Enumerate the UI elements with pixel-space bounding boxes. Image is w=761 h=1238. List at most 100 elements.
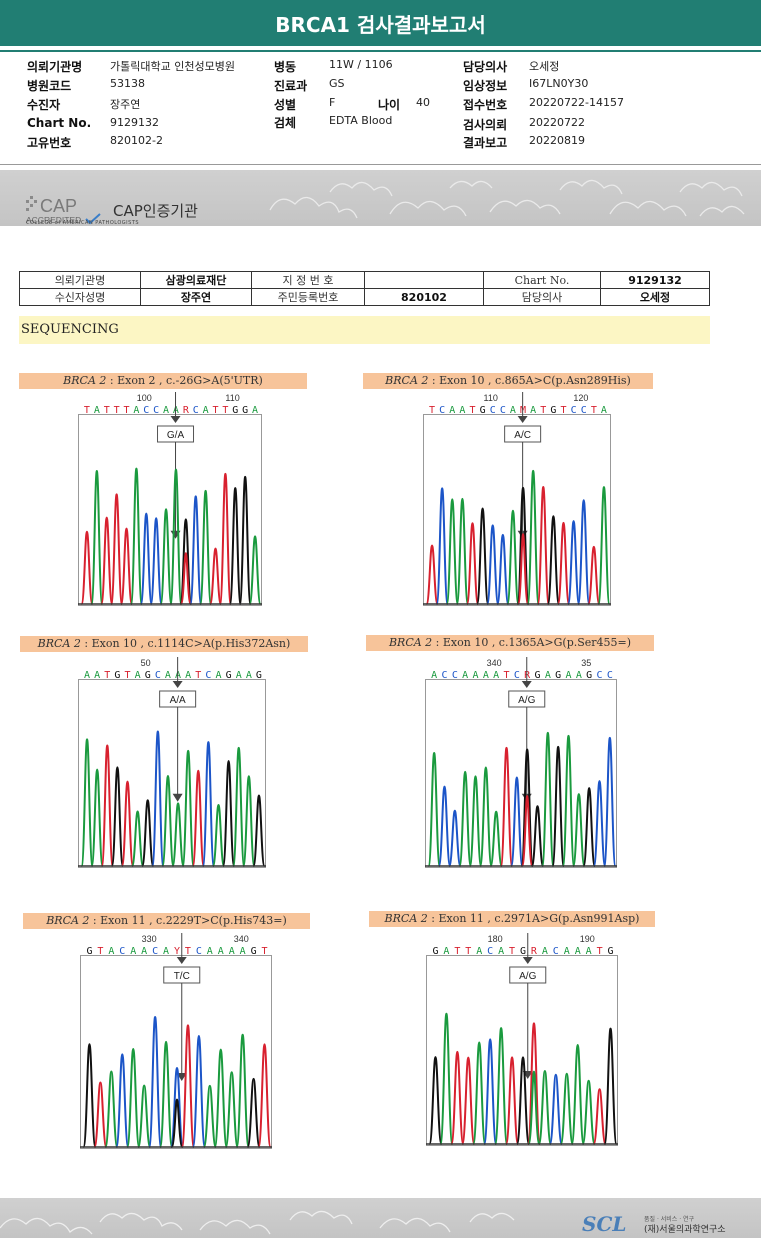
base-call: A [431,670,437,681]
base-call: T [104,670,110,681]
trace-peak [170,1098,184,1148]
base-call: C [143,405,149,416]
report-header: 의뢰기관명 가톨릭대학교 인천성모병원 병원코드 53138 수진자 장주연 C… [0,54,761,154]
header-value: 오세정 [529,60,560,73]
chromatogram-frame [426,955,618,1146]
base-call: G [114,670,120,681]
header-value: I67LN0Y30 [529,77,589,90]
trace-peak [131,810,145,867]
base-call: R [183,405,190,416]
base-call: A [483,670,489,681]
table-cell: 820102 [364,288,484,306]
trace-peak [505,1056,520,1145]
trace-peak [218,472,232,605]
base-call: G [480,405,486,416]
variant-label: BRCA 2 : Exon 11 , c.2229T>C(p.His743=) [23,913,310,929]
footer-banner [0,1198,761,1238]
base-call: A [135,670,141,681]
trace-peak [570,1044,585,1145]
header-label: 고유번호 [27,136,72,150]
base-call: A [542,946,548,957]
base-call: C [441,670,447,681]
trace-peak [211,803,226,867]
arrow-down-icon [170,416,181,423]
base-call: T [185,946,191,957]
header-label: 검체 [274,116,297,130]
base-call: T [123,405,129,416]
base-call: G [86,946,92,957]
base-call: T [454,946,460,957]
variant-desc: : Exon 11 , c.2971A>G(p.Asn991Asp) [427,912,640,925]
position-number: 50 [141,658,151,668]
trace-peak [169,1066,185,1148]
trace-peak [592,780,607,867]
trace-peak [526,1022,541,1145]
cloud-pattern [0,1210,515,1235]
trace-peak [476,507,490,605]
base-call: G [550,405,556,416]
chromatogram-panel: 50AATGTAGCAAATCAGAAGA/A [78,655,266,868]
base-call: A [449,405,455,416]
base-call: A [459,405,465,416]
arrow-down-icon [517,416,528,423]
trace-peak [115,1053,130,1148]
header-label: Chart No. [27,116,92,130]
cap-college-text: COLLEGE of AMERICAN PATHOLOGISTS [26,220,140,226]
trace-peak [228,487,242,605]
chromatogram-panel: 100110TATTTACCAARCATTGGAG/A [78,390,262,606]
position-number: 110 [225,393,239,403]
trace-peak [104,1070,119,1148]
trace-peak [126,1047,141,1148]
header-label: 성별 [274,98,297,112]
base-call: A [163,405,169,416]
base-call: C [487,946,493,957]
trace-peak [199,489,213,605]
header-label: 접수번호 [463,98,508,112]
header-label: 결과보고 [463,136,508,150]
header-value: 53138 [110,77,145,90]
trace-peak [191,769,205,867]
trace-peak [428,1056,443,1145]
table-row: 수신자성명 장주연 주민등록번호 820102 담당의사 오세정 [19,288,710,306]
genotype-label: A/C [514,430,531,441]
variant-label: BRCA 2 : Exon 11 , c.2971A>G(p.Asn991Asp… [369,911,655,927]
trace-peak [526,469,540,605]
base-call: T [124,670,130,681]
trace-peak [587,545,601,605]
base-call: A [141,946,147,957]
sequencing-section-bar: SEQUENCING [19,316,710,344]
trace-peak [159,508,173,605]
trace-peak [189,495,203,605]
base-call: C [490,405,496,416]
table-cell: 9129132 [600,271,710,289]
trace-peak [537,1069,552,1145]
trace-peak [80,738,94,867]
base-call: A [185,670,191,681]
table-cell: Chart No. [483,271,601,289]
base-call: C [205,670,211,681]
header-value: GS [329,77,345,90]
trace-peak [465,522,480,605]
base-call: T [262,946,268,957]
header-label: 담당의사 [463,60,508,74]
base-call: A [575,946,581,957]
base-call: C [596,670,602,681]
base-call: R [531,946,538,957]
base-call: A [601,405,607,416]
trace-peak [521,795,534,867]
gene-name: BRCA 2 [388,636,433,649]
trace-peak [141,799,155,867]
trace-peak [450,1050,465,1145]
base-call: A [229,946,235,957]
table-cell [364,271,484,289]
cap-logo-text: CAP [40,196,77,216]
base-call: A [252,405,258,416]
genotype-label: A/G [518,695,535,706]
trace-peak [515,1056,531,1145]
header-label: 의뢰기관명 [27,60,83,74]
genotype-label: A/A [170,695,186,706]
trace-peak [577,499,591,605]
variant-label: BRCA 2 : Exon 2 , c.-26G>A(5'UTR) [19,373,307,389]
position-number: 330 [142,934,157,944]
base-call: A [586,946,592,957]
